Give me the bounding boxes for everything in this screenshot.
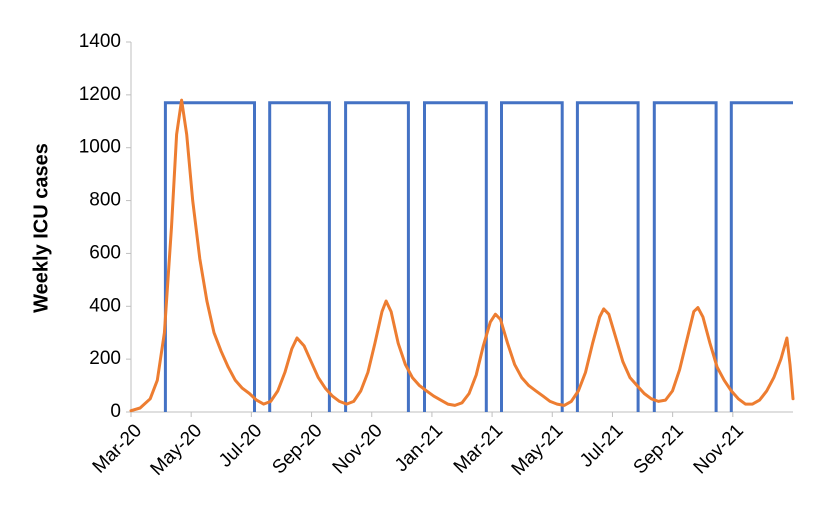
x-tick-label: May-20 — [147, 420, 207, 480]
x-tick-label: Nov-20 — [329, 420, 387, 478]
y-axis-title: Weekly ICU cases — [30, 143, 52, 313]
x-tick-label: Sep-20 — [268, 420, 326, 478]
y-tick-label: 200 — [89, 348, 121, 369]
y-tick-label: 0 — [110, 401, 121, 422]
x-tick-label: Sep-21 — [630, 420, 688, 478]
axes — [126, 41, 793, 417]
y-tick-label: 1200 — [79, 84, 121, 105]
x-tick-label: Mar-21 — [450, 420, 507, 477]
x-tick-label: Mar-20 — [89, 420, 146, 477]
y-tick-label: 600 — [89, 242, 121, 263]
x-tick-label: May-21 — [508, 420, 568, 480]
x-tick-label: Jul-20 — [215, 420, 266, 471]
series-step-line — [163, 101, 793, 412]
y-tick-label: 800 — [89, 190, 121, 211]
y-tick-label: 1000 — [79, 137, 121, 158]
y-tick-label: 400 — [89, 295, 121, 316]
series-icu-line — [129, 98, 795, 413]
y-tick-label: 1400 — [79, 31, 121, 52]
x-tick-label: Jan-21 — [391, 420, 447, 476]
x-tick-label: Nov-21 — [690, 420, 748, 478]
series-group — [129, 98, 795, 413]
x-tick-label: Jul-21 — [576, 420, 627, 471]
